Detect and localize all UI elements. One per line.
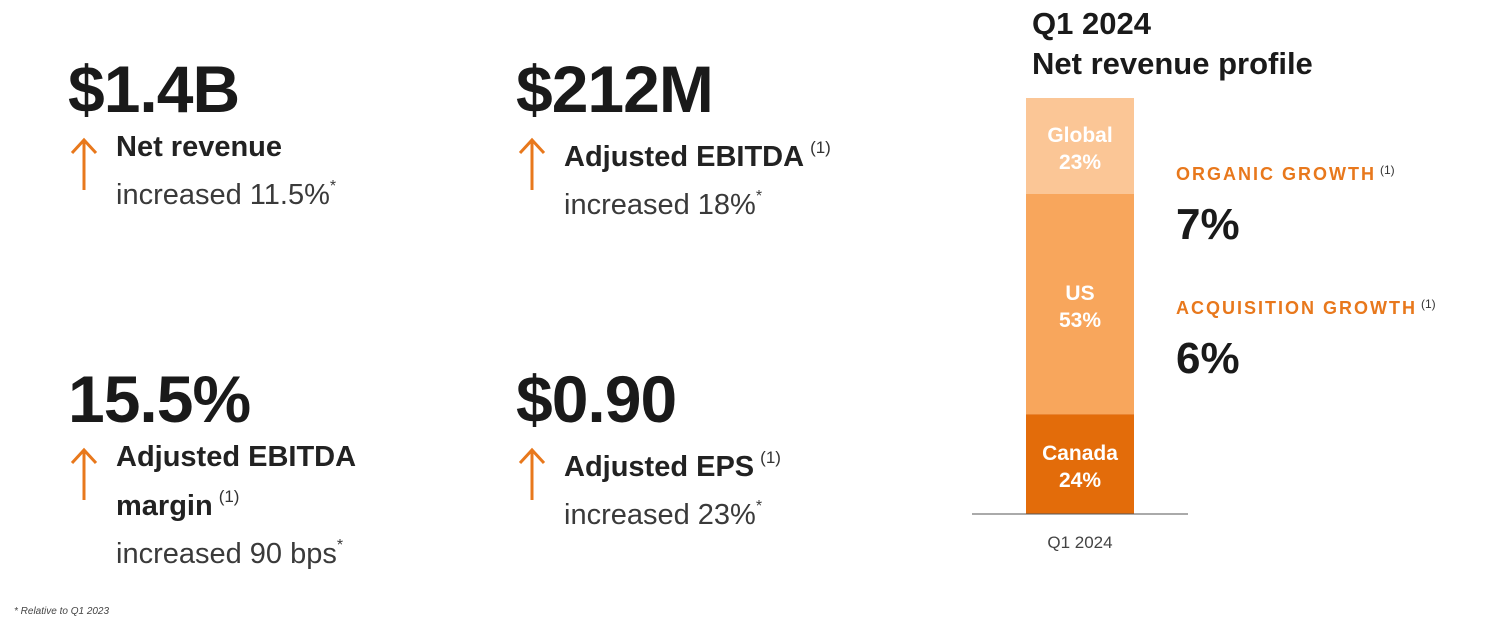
metric-value: 15.5% — [68, 362, 251, 436]
segment-label-global: Global — [1047, 124, 1112, 147]
acquisition-growth-label: ACQUISITION GROWTH (1) — [1176, 297, 1436, 318]
metric-adjusted-ebitda: $212M Adjusted EBITDA (1) increased 18%* — [516, 56, 831, 225]
segment-value-canada: 24% — [1059, 469, 1101, 492]
footnote-ref: (1) — [218, 487, 240, 506]
metric-label: Adjusted EBITDA — [116, 441, 357, 473]
metric-label-line2: margin (1) — [116, 487, 240, 522]
metric-value: $212M — [516, 52, 714, 126]
organic-growth-label: ORGANIC GROWTH (1) — [1176, 163, 1395, 184]
metric-change: increased 90 bps* — [116, 537, 344, 570]
metric-label: Net revenue — [116, 131, 283, 163]
net-revenue-stacked-bar-chart: Canada 24% US 53% Global 23% Q1 2024 — [972, 98, 1188, 552]
footnote-ref: (1) — [760, 448, 781, 467]
segment-value-us: 53% — [1059, 309, 1101, 332]
metric-label: Adjusted EPS (1) — [564, 448, 781, 483]
metric-detail: Adjusted EBITDA margin (1) increased 90 b… — [68, 438, 356, 574]
organic-growth: ORGANIC GROWTH (1) 7% — [1176, 163, 1395, 251]
metric-adjusted-eps: $0.90 Adjusted EPS (1) increased 23%* — [516, 366, 781, 535]
metric-value: $0.90 — [516, 362, 677, 436]
metric-label: Adjusted EBITDA (1) — [564, 138, 831, 173]
up-arrow-icon — [518, 447, 546, 500]
chart-title: Q1 2024 Net revenue profile — [1032, 4, 1313, 84]
footnote-ref: (1) — [1421, 297, 1436, 311]
chart-title-line1: Q1 2024 — [1032, 6, 1151, 41]
metric-change: increased 23%* — [564, 498, 763, 531]
organic-growth-value: 7% — [1176, 200, 1240, 249]
chart-title-line2: Net revenue profile — [1032, 46, 1313, 81]
acquisition-growth: ACQUISITION GROWTH (1) 6% — [1176, 297, 1436, 385]
footnote: * Relative to Q1 2023 — [14, 606, 110, 617]
metric-value: $1.4B — [68, 52, 240, 126]
metric-net-revenue: $1.4B Net revenue increased 11.5%* — [68, 56, 336, 215]
metric-detail: Adjusted EBITDA (1) increased 18%* — [516, 128, 831, 225]
acquisition-growth-value: 6% — [1176, 334, 1240, 383]
bar-segment-us — [1026, 193, 1134, 415]
up-arrow-icon — [70, 137, 98, 190]
segment-label-us: US — [1065, 282, 1094, 305]
metric-detail: Net revenue increased 11.5%* — [68, 128, 336, 215]
segment-value-global: 23% — [1059, 151, 1101, 174]
metric-ebitda-margin: 15.5% Adjusted EBITDA margin (1) increase… — [68, 366, 356, 574]
metric-change: increased 11.5%* — [116, 178, 337, 211]
footnote-ref: (1) — [1379, 163, 1395, 177]
bar-segment-global — [1026, 98, 1134, 194]
up-arrow-icon — [518, 137, 546, 190]
metric-change: increased 18%* — [564, 188, 763, 221]
footnote-ref: (1) — [810, 138, 831, 157]
bar-segment-canada — [1026, 414, 1134, 514]
up-arrow-icon — [70, 447, 98, 500]
x-tick-label: Q1 2024 — [1047, 533, 1112, 552]
metric-detail: Adjusted EPS (1) increased 23%* — [516, 438, 781, 535]
segment-label-canada: Canada — [1042, 442, 1118, 465]
